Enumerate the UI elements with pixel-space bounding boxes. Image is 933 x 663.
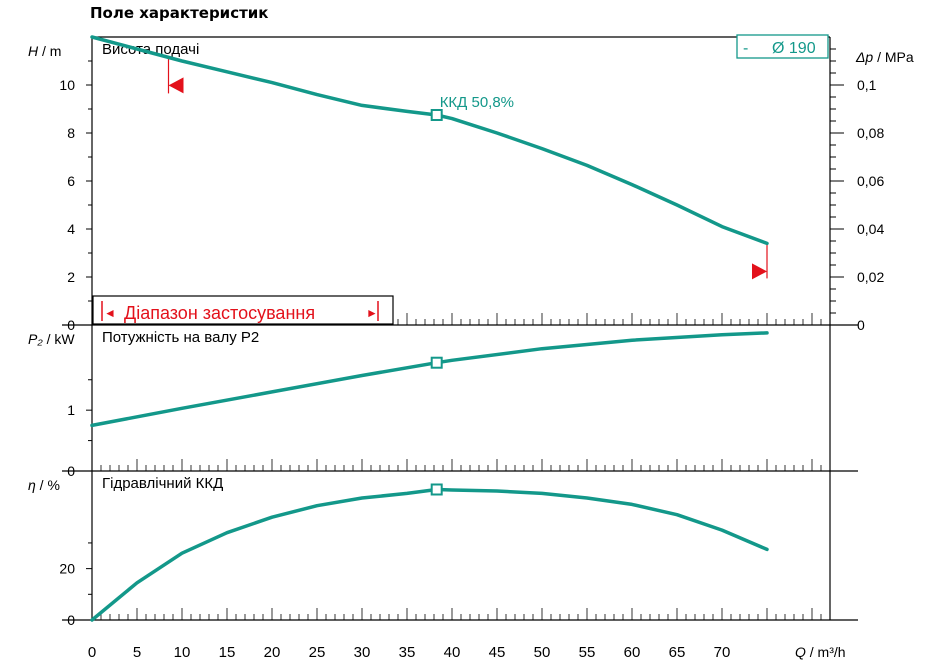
- range-box: [92, 295, 394, 325]
- y-tick-label: 1: [67, 402, 75, 418]
- y-tick-label: 2: [67, 269, 75, 285]
- x-tick-label: 45: [489, 644, 506, 661]
- y2-tick-label: 0,08: [857, 125, 884, 141]
- y-tick-label: 6: [67, 173, 75, 189]
- legend-label: Ø 190: [772, 40, 816, 57]
- range-label: Діапазон застосування: [124, 303, 315, 323]
- range-max-marker: [752, 263, 767, 280]
- y-tick-label: 20: [59, 561, 75, 577]
- range-min-marker: [168, 77, 184, 94]
- y-tick-label: 8: [67, 125, 75, 141]
- x-axis-label: Q / m³/h: [795, 644, 846, 660]
- x-tick-label: 55: [579, 644, 596, 661]
- panel-title: Потужність на валу P2: [102, 329, 259, 346]
- bep-marker: [430, 483, 443, 496]
- range-left-arrow: ◄: [104, 306, 116, 320]
- x-tick-label: 30: [354, 644, 371, 661]
- y2-tick-label: 0,06: [857, 173, 884, 189]
- y2-tick-label: 0,02: [857, 269, 884, 285]
- x-tick-label: 10: [174, 644, 191, 661]
- y-axis-label: H / m: [28, 43, 61, 59]
- y-axis-label: η / %: [28, 477, 60, 493]
- y-tick-label: 0: [67, 463, 75, 479]
- y-tick-label: 0: [67, 317, 75, 333]
- x-tick-label: 35: [399, 644, 416, 661]
- bep-marker: [430, 109, 443, 121]
- x-tick-label: 15: [219, 644, 236, 661]
- y-tick-label: 10: [59, 77, 75, 93]
- y2-tick-label: 0: [857, 317, 865, 333]
- x-tick-label: 5: [133, 644, 141, 661]
- page-title: Поле характеристик: [90, 4, 269, 22]
- y-axis-label: P₂ / kW: [28, 331, 75, 347]
- y-tick-label: 0: [67, 612, 75, 628]
- x-tick-label: 65: [669, 644, 686, 661]
- y2-axis-label: Δp / MPa: [855, 49, 914, 65]
- x-tick-label: 0: [88, 644, 96, 661]
- x-tick-label: 40: [444, 644, 461, 661]
- legend-dash: -: [743, 40, 748, 57]
- x-tick-label: 25: [309, 644, 326, 661]
- range-right-arrow: ►: [366, 306, 378, 320]
- y2-tick-label: 0,1: [857, 77, 877, 93]
- series-line: [90, 35, 769, 246]
- legend: - Ø 190: [736, 34, 829, 59]
- x-tick-label: 60: [624, 644, 641, 661]
- panel-title: Гідравлічний ККД: [102, 475, 223, 492]
- y2-tick-label: 0,04: [857, 221, 884, 237]
- series-line: [90, 331, 769, 428]
- bep-label: ККД 50,8%: [440, 94, 514, 111]
- legend-box: [736, 34, 829, 59]
- series-line: [90, 487, 769, 622]
- x-tick-label: 50: [534, 644, 551, 661]
- x-tick-label: 20: [264, 644, 281, 661]
- y-tick-label: 4: [67, 221, 75, 237]
- application-range: ◄ Діапазон застосування ►: [92, 295, 394, 325]
- x-tick-label: 70: [714, 644, 731, 661]
- bep-marker: [430, 356, 443, 369]
